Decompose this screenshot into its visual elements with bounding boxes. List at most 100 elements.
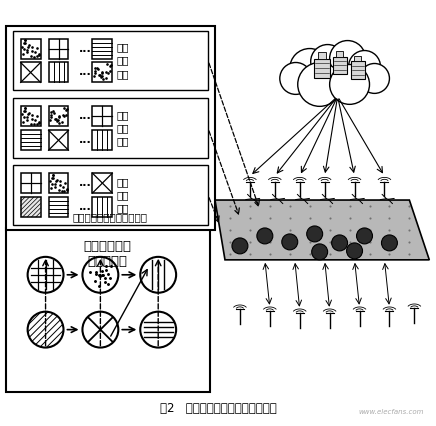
Point — [55, 112, 62, 119]
Bar — [13, 165, 208, 225]
Circle shape — [348, 51, 381, 82]
Text: ...: ... — [78, 111, 91, 121]
Bar — [48, 39, 68, 58]
Text: 路侧
计算
资源: 路侧 计算 资源 — [116, 110, 129, 147]
Circle shape — [311, 45, 344, 78]
Point — [51, 183, 58, 190]
Circle shape — [140, 257, 176, 293]
Circle shape — [307, 226, 323, 242]
Point — [29, 43, 36, 50]
Point — [21, 40, 28, 47]
Point — [106, 63, 113, 70]
Point — [98, 74, 105, 81]
Point — [36, 119, 43, 126]
Point — [59, 112, 66, 119]
Point — [29, 111, 36, 118]
Point — [21, 114, 28, 121]
Text: 车载
计算
资源: 车载 计算 资源 — [116, 42, 129, 79]
Point — [98, 72, 105, 79]
Point — [51, 110, 58, 117]
Circle shape — [347, 243, 362, 259]
Point — [91, 69, 98, 76]
Point — [49, 175, 56, 181]
Point — [21, 37, 28, 43]
Bar — [92, 39, 112, 58]
Point — [94, 64, 101, 71]
Circle shape — [140, 312, 176, 348]
Point — [35, 119, 42, 126]
Point — [33, 53, 40, 60]
Text: 后台
计算
资源: 后台 计算 资源 — [116, 177, 129, 213]
Bar — [6, 228, 210, 392]
Point — [99, 271, 106, 278]
Point — [103, 68, 110, 75]
Point — [95, 271, 102, 278]
Point — [47, 113, 54, 120]
Bar — [13, 31, 208, 90]
Point — [36, 51, 43, 58]
Bar — [351, 61, 364, 79]
Point — [63, 112, 70, 118]
Point — [48, 111, 54, 118]
Text: ...: ... — [78, 135, 91, 145]
Point — [57, 178, 64, 185]
Bar — [92, 130, 112, 150]
Point — [27, 120, 34, 127]
Circle shape — [82, 257, 118, 293]
Point — [99, 271, 106, 278]
Point — [102, 278, 109, 285]
Point — [86, 269, 93, 276]
Point — [107, 262, 114, 269]
Point — [24, 46, 31, 53]
Bar — [313, 58, 330, 78]
Point — [58, 118, 65, 125]
Circle shape — [298, 63, 341, 106]
Point — [62, 107, 69, 114]
Bar — [333, 57, 347, 74]
Point — [102, 75, 109, 81]
Point — [25, 43, 32, 50]
Point — [97, 272, 104, 279]
Point — [21, 46, 28, 53]
Point — [95, 283, 102, 290]
Circle shape — [357, 228, 372, 244]
Point — [61, 179, 68, 186]
Point — [48, 108, 54, 115]
Point — [99, 69, 106, 76]
Circle shape — [330, 40, 365, 76]
Point — [54, 176, 61, 183]
Point — [22, 105, 29, 112]
Bar — [13, 98, 208, 158]
Bar — [20, 197, 41, 217]
Circle shape — [360, 63, 389, 93]
Bar — [48, 173, 68, 193]
Circle shape — [330, 64, 369, 104]
Text: 计算任务与计算资源匹配图: 计算任务与计算资源匹配图 — [73, 212, 148, 222]
Text: 带权任务有向
无环图模型: 带权任务有向 无环图模型 — [84, 240, 132, 268]
Point — [49, 181, 56, 187]
Point — [47, 117, 54, 124]
Point — [31, 117, 38, 124]
Point — [106, 275, 113, 282]
Point — [31, 121, 38, 128]
Point — [49, 171, 56, 178]
Point — [29, 115, 36, 122]
Point — [21, 108, 28, 115]
Point — [63, 186, 70, 193]
Point — [55, 187, 62, 194]
Point — [24, 49, 31, 55]
Polygon shape — [215, 200, 429, 260]
Bar — [6, 26, 215, 230]
Point — [60, 105, 67, 112]
Point — [19, 118, 26, 125]
Point — [59, 188, 66, 195]
Point — [46, 178, 53, 184]
Point — [102, 262, 109, 269]
Point — [104, 69, 111, 76]
Point — [105, 271, 112, 277]
Point — [91, 65, 98, 72]
Point — [53, 178, 60, 184]
Point — [56, 119, 63, 126]
Point — [55, 113, 62, 120]
Point — [27, 52, 34, 59]
